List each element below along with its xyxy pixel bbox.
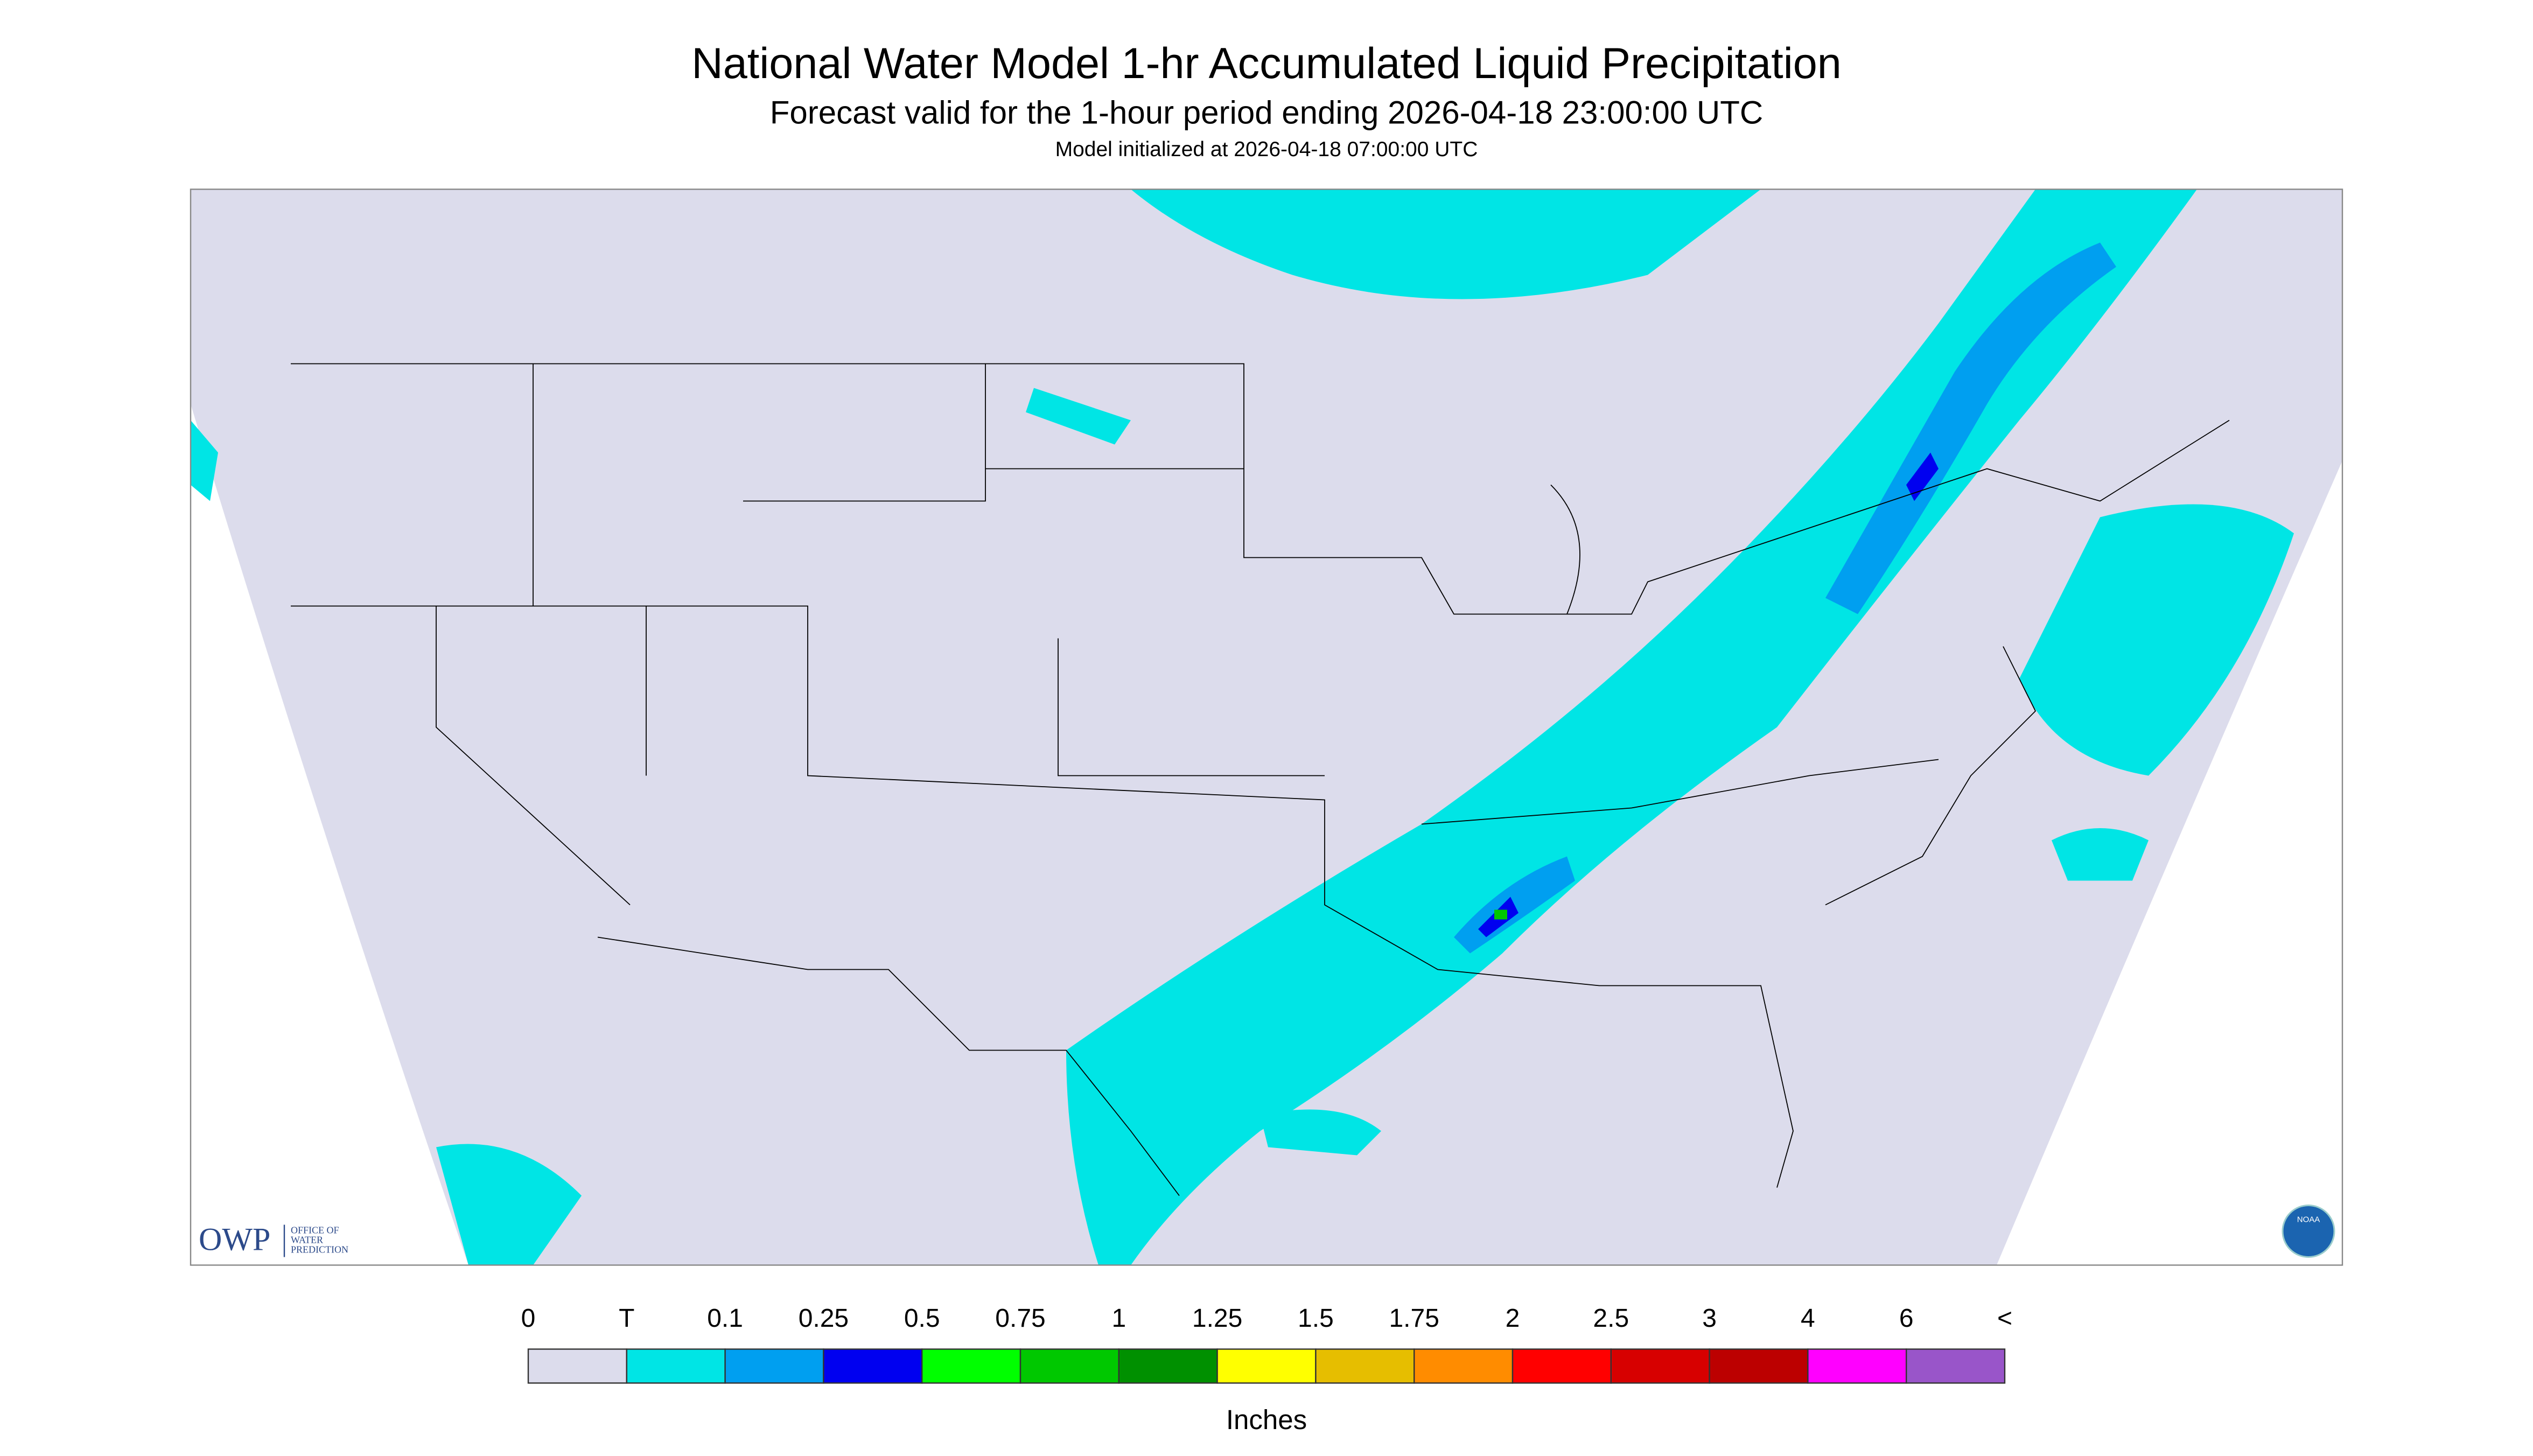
legend-swatch <box>1019 1348 1120 1384</box>
init-note: Model initialized at 2026-04-18 07:00:00… <box>1055 138 1478 161</box>
northeast-cell <box>2019 504 2294 776</box>
legend-swatch <box>1610 1348 1710 1384</box>
legend-label: 0.5 <box>904 1304 940 1333</box>
legend-label: 6 <box>1899 1304 1914 1333</box>
legend-label: 3 <box>1702 1304 1717 1333</box>
logo-line: WATER <box>291 1235 323 1245</box>
noaa-text: NOAA <box>2297 1215 2320 1224</box>
dakota-cell <box>1026 388 1131 445</box>
noaa-logo <box>2282 1205 2335 1258</box>
legend-label: 2.5 <box>1593 1304 1629 1333</box>
west-coast-cell <box>191 420 218 501</box>
legend-label: 1.75 <box>1389 1304 1439 1333</box>
legend-label: 1.25 <box>1192 1304 1242 1333</box>
legend-swatch <box>626 1348 726 1384</box>
title: National Water Model 1-hr Accumulated Li… <box>691 39 1842 88</box>
legend-label: T <box>619 1304 634 1333</box>
map: OWP OFFICE OF WATER PREDICTION NOAA <box>190 188 2343 1266</box>
cell-blue-1 <box>1906 452 1939 501</box>
band-blue <box>1825 242 2116 614</box>
legend-label: 0.75 <box>995 1304 1045 1333</box>
legend-swatch <box>1315 1348 1415 1384</box>
atlantic-cell <box>2052 828 2149 881</box>
legend-swatch <box>724 1348 824 1384</box>
gulf-cell <box>1260 1109 1381 1156</box>
legend-swatch <box>1807 1348 1907 1384</box>
legend-unit: Inches <box>1226 1404 1307 1435</box>
legend-label: 0.1 <box>707 1304 743 1333</box>
legend-swatch <box>527 1348 628 1384</box>
pacific-cell <box>436 1144 582 1265</box>
legend-label: < <box>1997 1304 2012 1333</box>
legend: 0 T 0.1 0.25 0.5 0.75 1 1.25 1.5 1.75 2 2.5 3 4 6 < <box>521 1304 2012 1384</box>
legend-swatch <box>1414 1348 1514 1384</box>
legend-label: 2 <box>1506 1304 1520 1333</box>
logo-line: OFFICE OF <box>291 1225 339 1236</box>
legend-label: 0.25 <box>799 1304 849 1333</box>
legend-swatch <box>1512 1348 1612 1384</box>
map-frame <box>190 188 2343 1266</box>
legend-swatch <box>1216 1348 1317 1384</box>
legend-swatch <box>823 1348 923 1384</box>
subtitle: Forecast valid for the 1-hour period end… <box>770 94 1763 130</box>
legend-label: 1 <box>1111 1304 1126 1333</box>
model-domain <box>191 189 2342 1265</box>
legend-swatch <box>1709 1348 1809 1384</box>
legend-swatch <box>1905 1348 2006 1384</box>
legend-label: 4 <box>1801 1304 1815 1333</box>
legend-label: 1.5 <box>1298 1304 1334 1333</box>
north-band <box>1131 189 1761 299</box>
logo-line: PREDICTION <box>291 1244 348 1255</box>
borders <box>291 363 2230 1196</box>
legend-label: 0 <box>521 1304 536 1333</box>
logo-owp: OWP <box>199 1221 270 1257</box>
legend-swatch <box>1118 1348 1218 1384</box>
legend-swatch <box>921 1348 1021 1384</box>
cell-green <box>1494 909 1507 920</box>
